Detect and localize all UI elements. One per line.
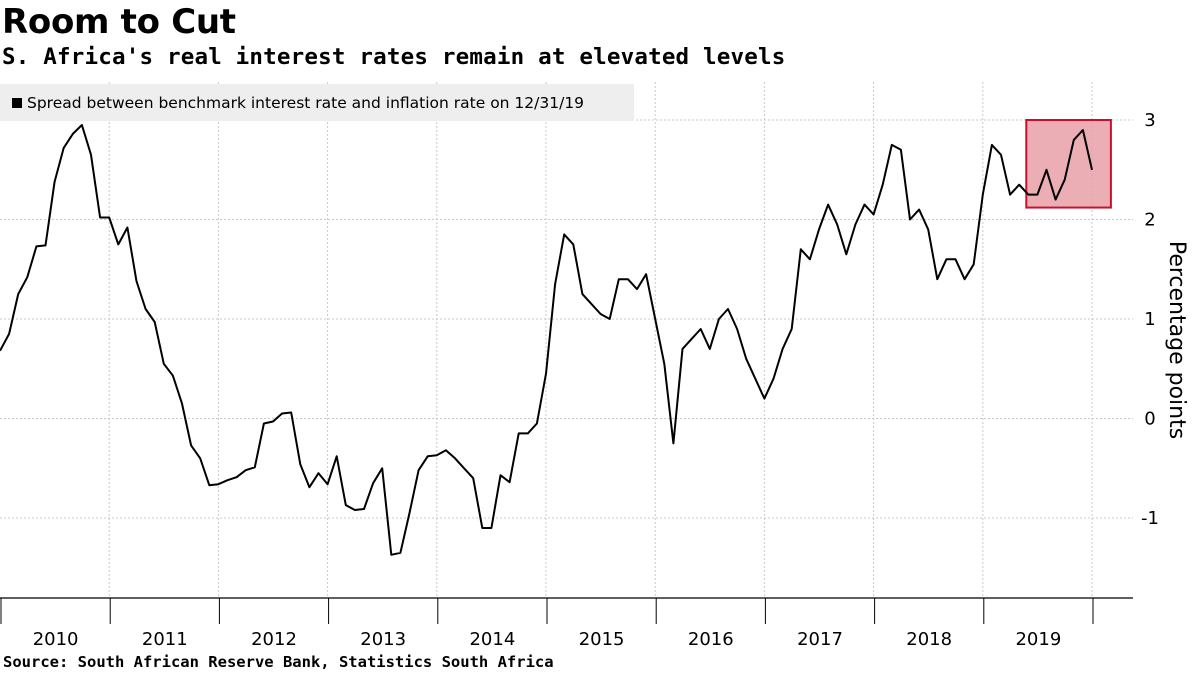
legend: Spread between benchmark interest rate a… bbox=[0, 84, 634, 121]
x-tick-label: 2012 bbox=[251, 629, 297, 650]
grid-lines bbox=[0, 82, 1133, 598]
page-subtitle: S. Africa's real interest rates remain a… bbox=[2, 44, 786, 70]
y-tick-label: 2 bbox=[1144, 210, 1155, 231]
y-axis-label: Percentage points bbox=[1164, 241, 1189, 439]
x-tick-label: 2014 bbox=[469, 629, 515, 650]
legend-swatch-icon bbox=[12, 97, 22, 108]
page-title: Room to Cut bbox=[2, 2, 236, 42]
y-axis: 3 2 1 0 -1 bbox=[1141, 110, 1159, 529]
x-tick-label: 2013 bbox=[360, 629, 406, 650]
x-tick-label: 2016 bbox=[688, 629, 734, 650]
y-tick-label: 1 bbox=[1144, 309, 1155, 330]
x-tick-label: 2019 bbox=[1015, 629, 1061, 650]
x-tick-label: 2017 bbox=[797, 629, 843, 650]
source-note: Source: South African Reserve Bank, Stat… bbox=[3, 653, 554, 671]
x-tick-label: 2010 bbox=[33, 629, 79, 650]
y-tick-label: 0 bbox=[1144, 409, 1155, 430]
y-tick-label: -1 bbox=[1141, 508, 1159, 529]
x-tick-label: 2011 bbox=[142, 629, 188, 650]
x-tick-label: 2018 bbox=[906, 629, 952, 650]
legend-label: Spread between benchmark interest rate a… bbox=[27, 93, 585, 112]
y-tick-label: 3 bbox=[1144, 110, 1155, 131]
series-line bbox=[0, 124, 1093, 556]
x-tick-label: 2015 bbox=[579, 629, 625, 650]
series-polyline bbox=[0, 124, 1093, 556]
x-axis: 2010 2011 2012 2013 2014 2015 2016 2017 2018 2019 bbox=[0, 597, 1133, 650]
